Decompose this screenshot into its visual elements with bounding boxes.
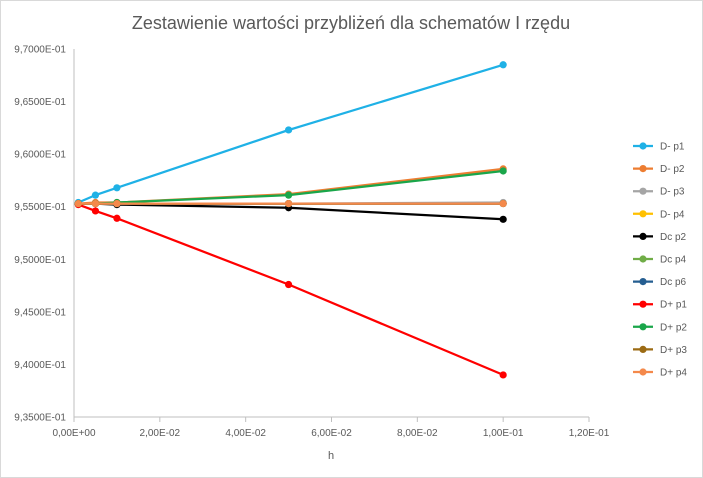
legend-swatch-marker (639, 278, 647, 286)
x-tick-label: 1,00E-01 (483, 428, 524, 439)
legend-item: D+ p3 (633, 345, 687, 356)
data-point (91, 191, 100, 199)
legend-label: D+ p3 (660, 345, 687, 356)
y-tick-label: 9,5500E-01 (14, 202, 66, 213)
legend-label: D- p4 (660, 209, 685, 220)
x-axis-labels: 0,00E+00 2,00E-02 4,00E-02 6,00E-02 8,00E-02… (52, 428, 609, 439)
legend-item: D- p3 (633, 187, 685, 198)
legend-label: Dc p6 (660, 277, 687, 288)
data-point (91, 199, 100, 208)
legend-label: D+ p2 (660, 322, 687, 333)
series-d-p1 (74, 61, 507, 207)
legend-swatch-marker (639, 345, 647, 353)
legend-label: D- p3 (660, 187, 685, 198)
legend-swatch-marker (639, 255, 647, 263)
y-tick-label: 9,7000E-01 (14, 45, 66, 56)
y-tick-label: 9,4500E-01 (14, 307, 66, 318)
data-point (113, 214, 121, 222)
data-point (499, 199, 507, 208)
legend-label: D- p2 (660, 164, 685, 175)
legend-item: D- p4 (633, 209, 685, 220)
legend-swatch-marker (639, 165, 647, 173)
data-point (499, 61, 507, 69)
y-tick-label: 9,6500E-01 (14, 97, 66, 108)
x-tick-label: 2,00E-02 (140, 428, 181, 439)
x-tick-label: 6,00E-02 (311, 428, 352, 439)
legend-item: Dc p6 (633, 277, 687, 288)
series-layer (74, 61, 507, 379)
x-axis-title: h (328, 450, 334, 462)
data-point (499, 371, 507, 379)
legend-swatch-marker (639, 300, 647, 308)
legend-item: D- p1 (633, 142, 685, 153)
legend-item: Dc p2 (633, 232, 687, 243)
legend-swatch-marker (639, 368, 647, 376)
legend-swatch-marker (639, 210, 647, 218)
data-point (74, 199, 82, 208)
data-point (284, 191, 293, 199)
x-tick-label: 1,20E-01 (569, 428, 610, 439)
data-point (284, 199, 293, 208)
y-tick-label: 9,6000E-01 (14, 150, 66, 161)
legend-item: D+ p2 (633, 322, 687, 333)
y-tick-label: 9,4000E-01 (14, 360, 66, 371)
legend-swatch-marker (639, 187, 647, 195)
data-point (284, 126, 293, 134)
data-point (499, 167, 507, 175)
legend-label: Dc p4 (660, 255, 687, 266)
data-point (113, 199, 121, 208)
y-tick-label: 9,5000E-01 (14, 255, 66, 266)
data-point (113, 184, 121, 192)
x-tick-label: 4,00E-02 (225, 428, 266, 439)
legend-label: D- p1 (660, 142, 685, 153)
series-line (77, 203, 504, 376)
y-axis-labels: 9,3500E-01 9,4000E-01 9,4500E-01 9,5000E-01… (14, 45, 66, 424)
legend-swatch-marker (639, 142, 647, 150)
legend: D- p1 D- p2 D- p3 D- p4 Dc p2 Dc p4 Dc p6 D+ p1… (633, 142, 687, 379)
series-line (78, 167, 504, 205)
series-d-p1 (74, 201, 507, 379)
legend-label: Dc p2 (660, 232, 687, 243)
legend-swatch-marker (639, 323, 647, 331)
x-tick-label: 8,00E-02 (397, 428, 438, 439)
legend-item: D+ p1 (633, 300, 687, 311)
legend-item: D+ p4 (633, 368, 687, 379)
legend-label: D+ p1 (660, 300, 687, 311)
legend-label: D+ p4 (660, 368, 687, 379)
legend-item: Dc p4 (633, 255, 687, 266)
data-point (91, 207, 100, 215)
axes (73, 49, 590, 422)
legend-item: D- p2 (633, 164, 685, 175)
chart-title: Zestawienie wartości przybliżeń dla sche… (132, 13, 570, 33)
x-tick-label: 0,00E+00 (52, 428, 96, 439)
series-d-p4 (74, 199, 507, 208)
data-point (284, 280, 293, 289)
legend-swatch-marker (639, 232, 647, 240)
y-tick-label: 9,3500E-01 (14, 413, 66, 424)
series-line (77, 63, 504, 204)
data-point (499, 215, 507, 223)
